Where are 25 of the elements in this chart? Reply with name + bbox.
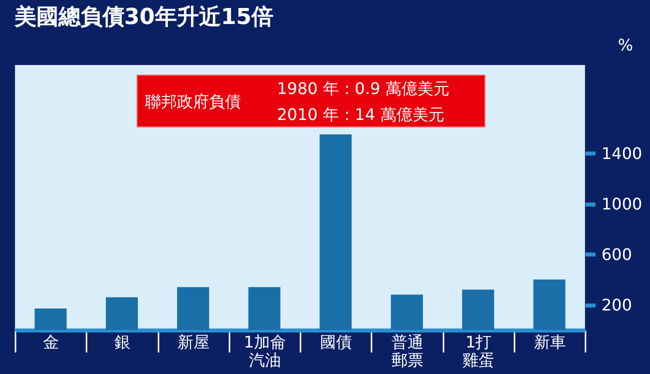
bar: [177, 287, 210, 330]
x-tick-label: 普通郵票: [391, 332, 424, 370]
bar: [390, 294, 423, 330]
x-tick-label: 國債: [320, 332, 352, 352]
bar: [106, 297, 138, 330]
y-tick-label: 200: [602, 295, 632, 314]
x-tick-label: 1打雞蛋: [462, 332, 495, 370]
bar: [320, 134, 352, 330]
bar: [462, 290, 494, 330]
chart-title: 美國總負債30年升近15倍: [13, 4, 274, 30]
x-tick-label: 金: [43, 332, 60, 352]
y-tick-label: 1400: [602, 144, 642, 163]
annotation: 聯邦政府負債: [145, 92, 241, 111]
x-tick-label: 新車: [534, 332, 566, 352]
x-tick-label: 銀: [114, 332, 130, 352]
bar: [248, 287, 280, 330]
annotation: 2010 年：14 萬億美元: [277, 105, 444, 124]
y-axis-title: %: [618, 36, 634, 54]
bar: [533, 280, 566, 330]
y-tick-label: 1000: [602, 194, 642, 214]
bar: [34, 308, 67, 330]
x-tick-label: 1加侖汽油: [244, 332, 286, 370]
annotation: 1980 年：0.9 萬億美元: [277, 79, 450, 98]
x-tick-label: 新屋: [178, 332, 210, 352]
y-tick-label: 600: [602, 244, 632, 264]
